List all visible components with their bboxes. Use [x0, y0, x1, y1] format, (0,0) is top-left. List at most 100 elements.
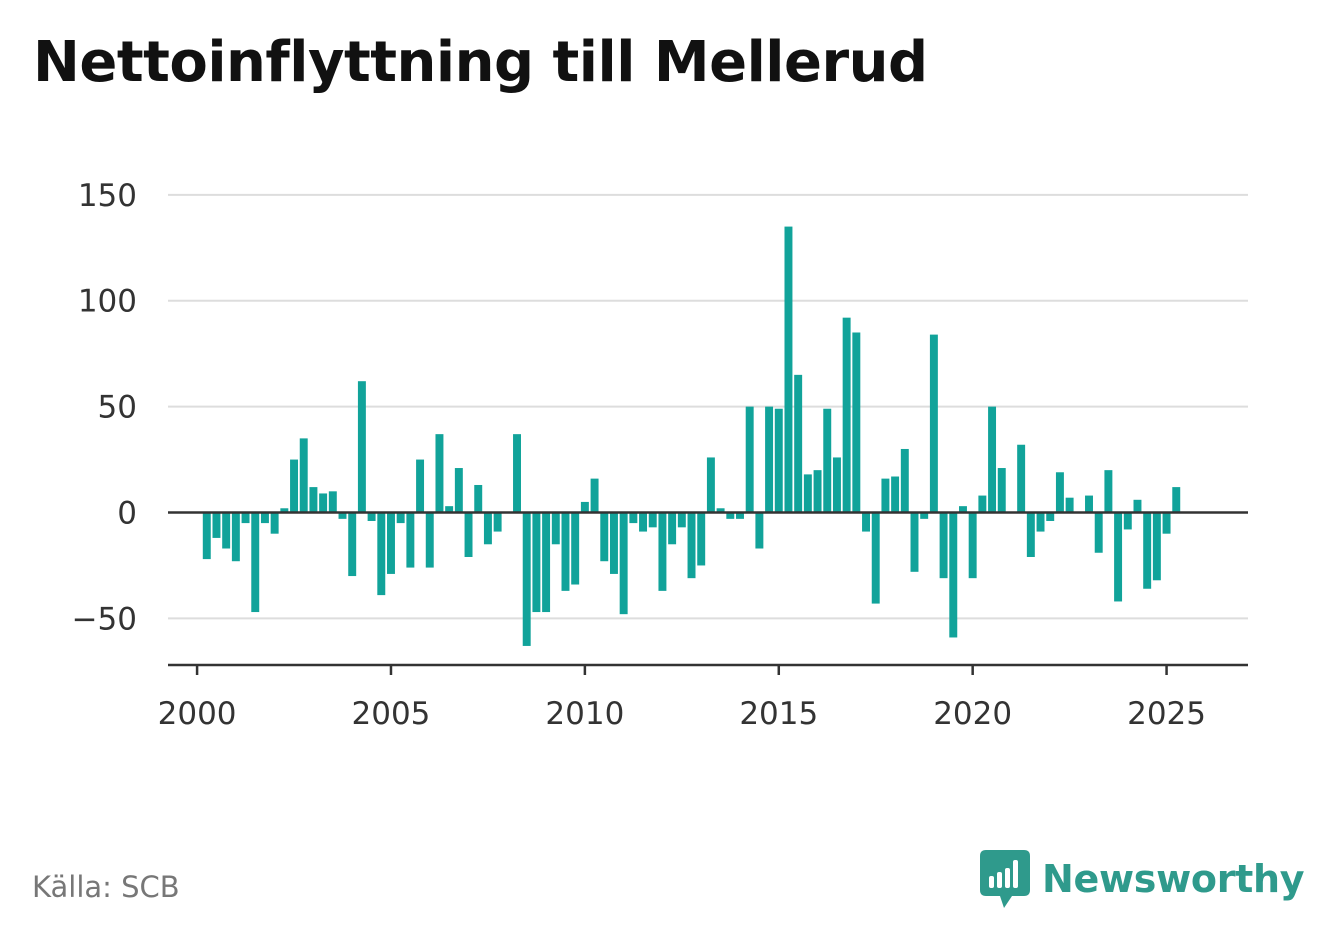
bar: [765, 406, 774, 513]
bar: [900, 448, 909, 513]
bar: [619, 512, 628, 615]
bar: [474, 484, 483, 513]
bar: [852, 332, 861, 513]
bar: [697, 512, 706, 566]
bar: [1162, 512, 1171, 534]
bar: [794, 374, 803, 513]
bar: [842, 317, 851, 513]
bar: [416, 459, 425, 513]
bar: [1046, 512, 1055, 521]
bar: [561, 512, 570, 591]
bar: [454, 468, 463, 513]
bar: [706, 457, 715, 513]
bar: [338, 512, 347, 519]
bar: [881, 478, 890, 513]
axes: [168, 511, 1248, 675]
bar: [803, 474, 812, 513]
bar: [736, 512, 744, 519]
bar: [357, 381, 366, 513]
bar: [745, 406, 754, 513]
x-tick-label: 2025: [1127, 696, 1206, 732]
bar: [513, 434, 521, 513]
bar: [532, 512, 541, 613]
bar: [1152, 512, 1161, 581]
bar: [1085, 495, 1093, 513]
bar: [1055, 472, 1064, 513]
bar: [726, 512, 735, 519]
bar: [367, 512, 376, 521]
x-tick-label: 2015: [739, 696, 818, 732]
x-tick-label: 2000: [158, 696, 237, 732]
bar: [1172, 487, 1181, 513]
bar: [716, 508, 725, 513]
bar: [483, 512, 492, 545]
bar: [755, 512, 764, 549]
bar: [988, 406, 997, 513]
bar: [968, 512, 977, 579]
bar: [920, 512, 929, 519]
newsworthy-icon: [980, 850, 1030, 908]
y-tick-label: −50: [72, 601, 137, 637]
x-tick-label: 2005: [352, 696, 431, 732]
bar: [260, 512, 269, 524]
bar: [435, 434, 444, 513]
bar: [387, 512, 395, 574]
bar: [464, 512, 473, 557]
y-tick-label: 0: [117, 496, 137, 532]
bar: [959, 506, 967, 513]
bar: [677, 512, 686, 528]
bar: [522, 512, 531, 646]
bar: [580, 501, 589, 513]
bar: [1036, 512, 1045, 532]
bar: [648, 512, 657, 528]
bar: [813, 470, 822, 513]
bar: [241, 512, 250, 524]
bar: [309, 487, 318, 513]
bar: [1026, 512, 1035, 557]
bars: [202, 226, 1181, 646]
bar: [280, 508, 289, 513]
chart-title: Nettoinflyttning till Mellerud: [33, 30, 928, 95]
bar: [1123, 512, 1132, 530]
bar: [832, 457, 841, 513]
bar: [949, 512, 958, 638]
bar: [319, 493, 328, 513]
bar: [823, 408, 832, 513]
bar: [445, 506, 454, 513]
bar: [270, 512, 279, 534]
x-tick-label: 2020: [933, 696, 1012, 732]
y-tick-label: 100: [78, 284, 137, 320]
bar: [348, 512, 357, 577]
bar: [997, 468, 1006, 513]
grid-lines: [168, 193, 1248, 620]
tick-labels: 150 100 50 0 −50 2000 2005 2010 2015 2020 2025: [72, 178, 1206, 732]
bar: [1133, 499, 1142, 513]
bar: [862, 512, 870, 532]
bar: [1065, 497, 1074, 513]
brand-name: Newsworthy: [1042, 857, 1305, 901]
bar: [891, 476, 900, 513]
bar: [1143, 512, 1152, 589]
bar: [600, 512, 609, 562]
bar: [212, 512, 221, 538]
bar: [639, 512, 648, 532]
bar: [425, 512, 434, 568]
bar: [1104, 470, 1113, 513]
bar: [784, 226, 793, 513]
bar: [551, 512, 560, 545]
bar: [1017, 444, 1026, 513]
bar: [978, 495, 987, 513]
bar: [668, 512, 677, 545]
x-tick-label: 2010: [545, 696, 624, 732]
bar: [609, 512, 618, 574]
y-tick-label: 50: [98, 390, 137, 426]
bar: [1114, 512, 1123, 602]
bar: [299, 438, 308, 513]
bar: [251, 512, 260, 613]
newsworthy-logo[interactable]: Newsworthy: [980, 850, 1305, 908]
bar: [406, 512, 415, 568]
bar: [774, 408, 783, 513]
bar: [929, 334, 938, 513]
bar: [222, 512, 231, 549]
